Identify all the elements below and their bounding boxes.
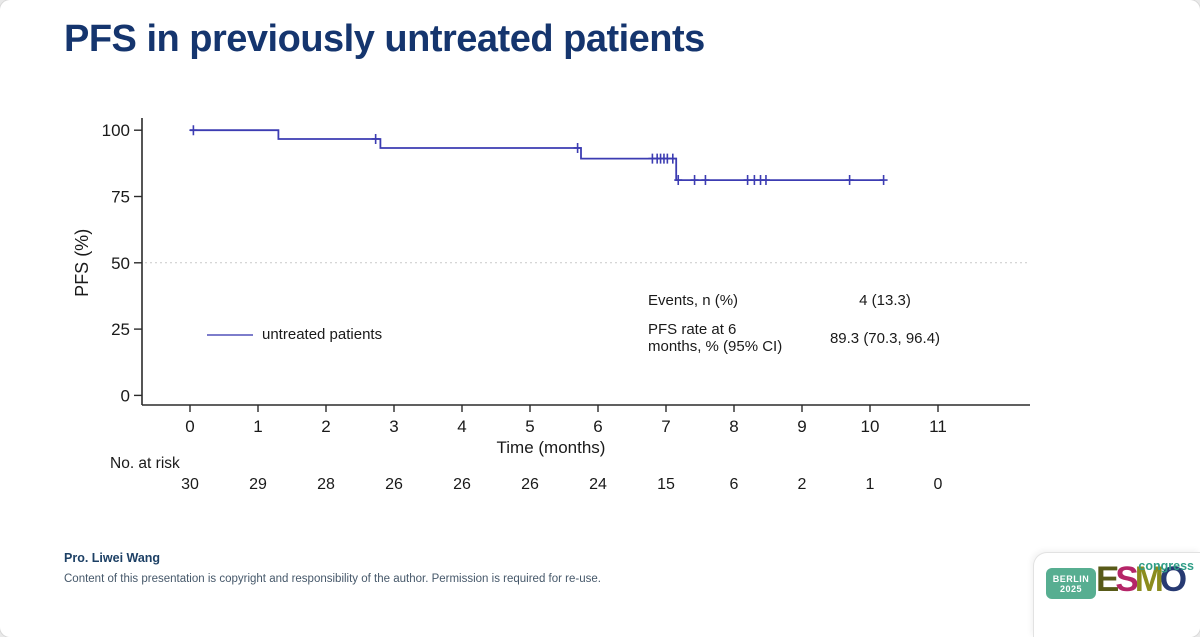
km-curve — [190, 129, 884, 181]
svg-text:11: 11 — [929, 417, 947, 436]
x-tick-labels: 0 1 2 3 4 5 6 7 8 9 10 11 — [185, 405, 947, 436]
stats-row-pfsrate-label-line1: PFS rate at 6 — [648, 321, 737, 338]
at-risk-count: 1 — [866, 476, 875, 493]
stats-row-pfsrate-label-line2: months, % (95% CI) — [648, 338, 783, 355]
svg-text:0: 0 — [121, 386, 130, 405]
berlin-2025-badge: BERLIN 2025 — [1046, 568, 1096, 599]
svg-text:7: 7 — [661, 417, 670, 436]
stats-row-events-value: 4 (13.3) — [859, 292, 911, 309]
at-risk-count: 29 — [249, 476, 267, 493]
svg-text:9: 9 — [797, 417, 806, 436]
esmo-letter: O — [1159, 560, 1187, 599]
y-axis-label: PFS (%) — [72, 229, 92, 297]
legend-line-swatch — [207, 333, 253, 336]
badge-venue: BERLIN — [1052, 573, 1090, 584]
at-risk-count: 30 — [181, 476, 199, 493]
copyright-notice: Content of this presentation is copyrigh… — [64, 573, 601, 585]
at-risk-count: 2 — [798, 476, 807, 493]
y-tick-labels: 0 25 50 75 100 — [102, 121, 142, 405]
legend: untreated patients — [207, 326, 382, 343]
svg-text:3: 3 — [389, 417, 398, 436]
x-axis-label: Time (months) — [497, 438, 606, 457]
at-risk-count: 28 — [317, 476, 335, 493]
svg-text:10: 10 — [861, 417, 880, 436]
at-risk-count: 26 — [385, 476, 403, 493]
svg-text:0: 0 — [185, 417, 194, 436]
esmo-letter: E — [1096, 560, 1119, 599]
esmo-wordmark: ESMO — [1096, 559, 1187, 601]
censor-marks — [189, 125, 888, 186]
at-risk-count: 24 — [589, 476, 607, 493]
svg-text:2: 2 — [321, 417, 330, 436]
badge-year: 2025 — [1059, 583, 1083, 594]
svg-text:75: 75 — [111, 188, 130, 207]
at-risk-count: 26 — [521, 476, 539, 493]
svg-text:25: 25 — [111, 320, 130, 339]
at-risk-label: No. at risk — [110, 455, 180, 472]
stats-row-pfsrate-value: 89.3 (70.3, 96.4) — [829, 329, 941, 347]
at-risk-count: 26 — [453, 476, 471, 493]
stats-row-events-label: Events, n (%) — [648, 292, 739, 309]
svg-text:6: 6 — [593, 417, 602, 436]
at-risk-count: 0 — [934, 476, 943, 493]
svg-text:5: 5 — [525, 417, 534, 436]
stats-row-pfsrate-label: PFS rate at 6 months, % (95% CI) — [648, 321, 800, 355]
stats-table: Events, n (%) 4 (13.3) PFS rate at 6 mon… — [648, 292, 970, 355]
svg-text:8: 8 — [729, 417, 738, 436]
author-credit: Pro. Liwei Wang — [64, 551, 161, 565]
legend-label: untreated patients — [262, 326, 383, 343]
axes — [141, 118, 1030, 406]
esmo-letter: M — [1134, 560, 1164, 599]
at-risk-count: 6 — [730, 476, 739, 493]
esmo-letter: S — [1115, 560, 1138, 599]
svg-text:1: 1 — [253, 417, 262, 436]
esmo-congress-logo: BERLIN 2025 ESMO congress — [1033, 552, 1200, 637]
at-risk-count: 15 — [657, 476, 675, 493]
svg-text:4: 4 — [457, 417, 466, 436]
page-title: PFS in previously untreated patients — [64, 18, 705, 60]
svg-text:50: 50 — [111, 254, 130, 273]
svg-text:100: 100 — [102, 121, 130, 140]
congress-label: congress — [1138, 559, 1194, 573]
